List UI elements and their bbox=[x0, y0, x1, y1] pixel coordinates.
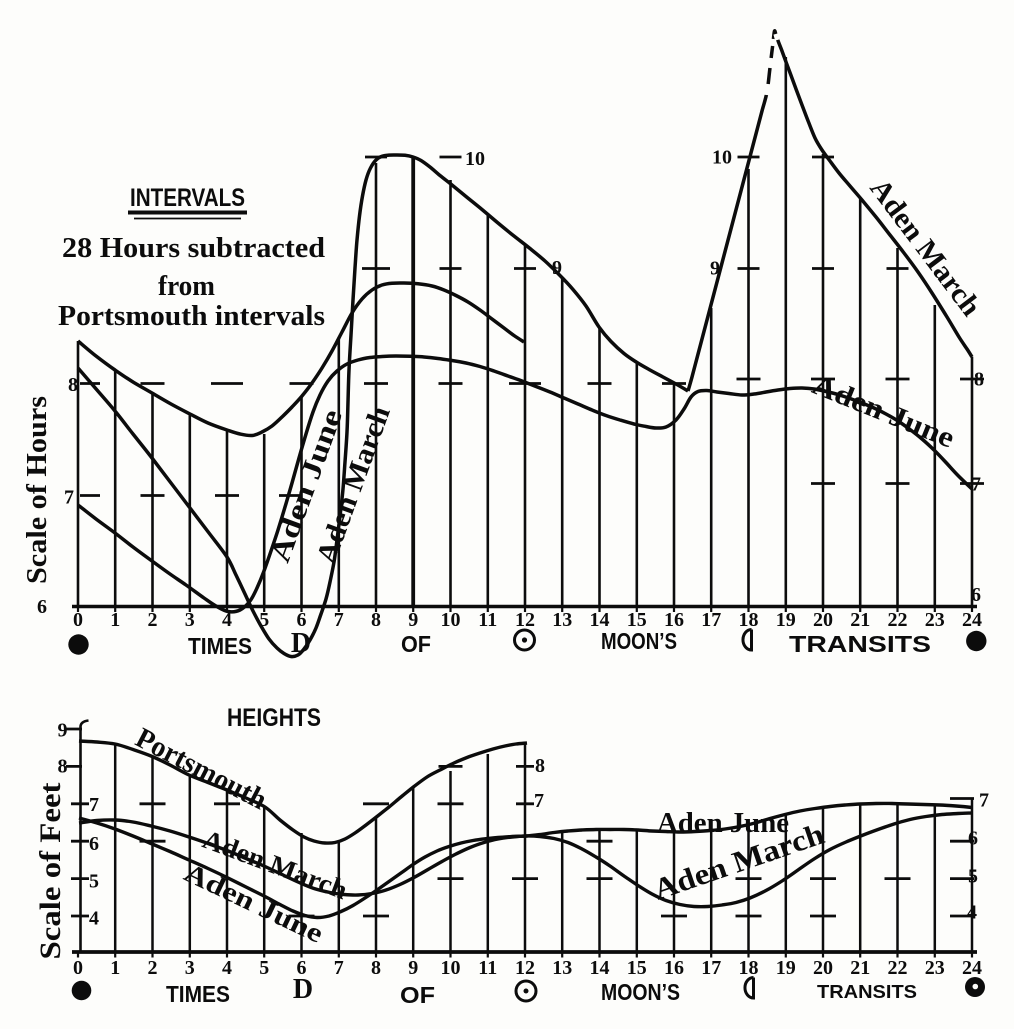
svg-text:21: 21 bbox=[850, 609, 870, 631]
svg-text:22: 22 bbox=[888, 957, 908, 979]
svg-text:18: 18 bbox=[739, 609, 759, 631]
svg-text:Scale of Hours: Scale of Hours bbox=[22, 396, 53, 584]
svg-text:19: 19 bbox=[776, 957, 796, 979]
svg-text:12: 12 bbox=[515, 609, 535, 631]
svg-text:6: 6 bbox=[297, 609, 307, 631]
svg-text:7: 7 bbox=[334, 609, 344, 631]
svg-text:MOON’S: MOON’S bbox=[601, 628, 677, 654]
svg-text:5: 5 bbox=[89, 871, 99, 893]
svg-text:9: 9 bbox=[408, 609, 418, 631]
svg-text:10: 10 bbox=[465, 148, 485, 170]
svg-text:HEIGHTS: HEIGHTS bbox=[227, 704, 321, 732]
svg-text:11: 11 bbox=[478, 957, 497, 979]
svg-text:4: 4 bbox=[967, 902, 977, 924]
svg-text:10: 10 bbox=[712, 147, 732, 169]
svg-text:5: 5 bbox=[259, 609, 269, 631]
svg-text:9: 9 bbox=[552, 257, 562, 279]
svg-text:4: 4 bbox=[89, 908, 99, 930]
svg-text:17: 17 bbox=[701, 957, 721, 979]
svg-text:D: D bbox=[291, 628, 311, 659]
svg-text:4: 4 bbox=[222, 609, 232, 631]
svg-text:7: 7 bbox=[979, 790, 989, 812]
svg-text:4: 4 bbox=[222, 957, 232, 979]
svg-text:9: 9 bbox=[408, 957, 418, 979]
svg-text:8: 8 bbox=[535, 755, 545, 777]
svg-text:13: 13 bbox=[552, 609, 572, 631]
svg-text:OF: OF bbox=[401, 631, 431, 657]
svg-text:TIMES: TIMES bbox=[188, 633, 252, 659]
svg-text:MOON’S: MOON’S bbox=[601, 979, 680, 1005]
svg-text:D: D bbox=[293, 974, 313, 1005]
svg-text:TRANSITS: TRANSITS bbox=[789, 631, 931, 657]
svg-text:8: 8 bbox=[371, 957, 381, 979]
svg-text:1: 1 bbox=[110, 957, 120, 979]
svg-text:14: 14 bbox=[590, 609, 610, 631]
svg-text:7: 7 bbox=[971, 474, 981, 496]
svg-text:3: 3 bbox=[185, 957, 195, 979]
svg-text:20: 20 bbox=[813, 957, 833, 979]
svg-text:5: 5 bbox=[968, 866, 978, 888]
svg-text:12: 12 bbox=[515, 957, 535, 979]
svg-text:7: 7 bbox=[64, 487, 74, 509]
svg-text:OF: OF bbox=[400, 982, 435, 1008]
svg-text:0: 0 bbox=[73, 957, 83, 979]
svg-text:Scale of Feet: Scale of Feet bbox=[34, 782, 67, 959]
svg-text:7: 7 bbox=[334, 957, 344, 979]
svg-text:13: 13 bbox=[552, 957, 572, 979]
svg-text:8: 8 bbox=[371, 609, 381, 631]
svg-text:16: 16 bbox=[664, 609, 684, 631]
svg-text:INTERVALS: INTERVALS bbox=[130, 184, 245, 212]
svg-text:1: 1 bbox=[110, 609, 120, 631]
svg-text:6: 6 bbox=[297, 957, 307, 979]
svg-text:14: 14 bbox=[590, 957, 610, 979]
svg-text:8: 8 bbox=[58, 756, 68, 778]
svg-text:21: 21 bbox=[850, 957, 870, 979]
svg-text:0: 0 bbox=[73, 609, 83, 631]
svg-text:23: 23 bbox=[925, 609, 945, 631]
svg-text:6: 6 bbox=[968, 828, 978, 850]
svg-text:22: 22 bbox=[888, 609, 908, 631]
svg-text:28 Hours subtracted: 28 Hours subtracted bbox=[62, 232, 325, 264]
svg-text:16: 16 bbox=[664, 957, 684, 979]
svg-text:20: 20 bbox=[813, 609, 833, 631]
svg-text:10: 10 bbox=[441, 609, 461, 631]
svg-text:8: 8 bbox=[68, 374, 78, 396]
svg-text:2: 2 bbox=[148, 957, 158, 979]
svg-text:3: 3 bbox=[185, 609, 195, 631]
svg-text:19: 19 bbox=[776, 609, 796, 631]
svg-text:6: 6 bbox=[37, 596, 47, 618]
svg-text:5: 5 bbox=[259, 957, 269, 979]
svg-text:15: 15 bbox=[627, 957, 647, 979]
svg-text:18: 18 bbox=[739, 957, 759, 979]
svg-text:6: 6 bbox=[971, 584, 981, 606]
svg-text:24: 24 bbox=[962, 609, 982, 631]
svg-text:6: 6 bbox=[89, 833, 99, 855]
svg-text:Portsmouth intervals: Portsmouth intervals bbox=[58, 300, 325, 332]
svg-text:9: 9 bbox=[710, 258, 720, 280]
svg-text:17: 17 bbox=[701, 609, 721, 631]
svg-text:Aden June: Aden June bbox=[657, 808, 789, 839]
svg-text:from: from bbox=[158, 270, 215, 302]
svg-text:2: 2 bbox=[148, 609, 158, 631]
svg-text:7: 7 bbox=[89, 794, 99, 816]
svg-text:7: 7 bbox=[534, 790, 544, 812]
svg-text:TRANSITS: TRANSITS bbox=[817, 982, 917, 1002]
svg-text:11: 11 bbox=[478, 609, 497, 631]
svg-text:9: 9 bbox=[58, 720, 68, 742]
svg-text:8: 8 bbox=[974, 369, 984, 391]
svg-text:TIMES: TIMES bbox=[166, 981, 230, 1007]
svg-text:10: 10 bbox=[441, 957, 461, 979]
svg-text:24: 24 bbox=[962, 957, 982, 979]
svg-text:23: 23 bbox=[925, 957, 945, 979]
svg-text:15: 15 bbox=[627, 609, 647, 631]
